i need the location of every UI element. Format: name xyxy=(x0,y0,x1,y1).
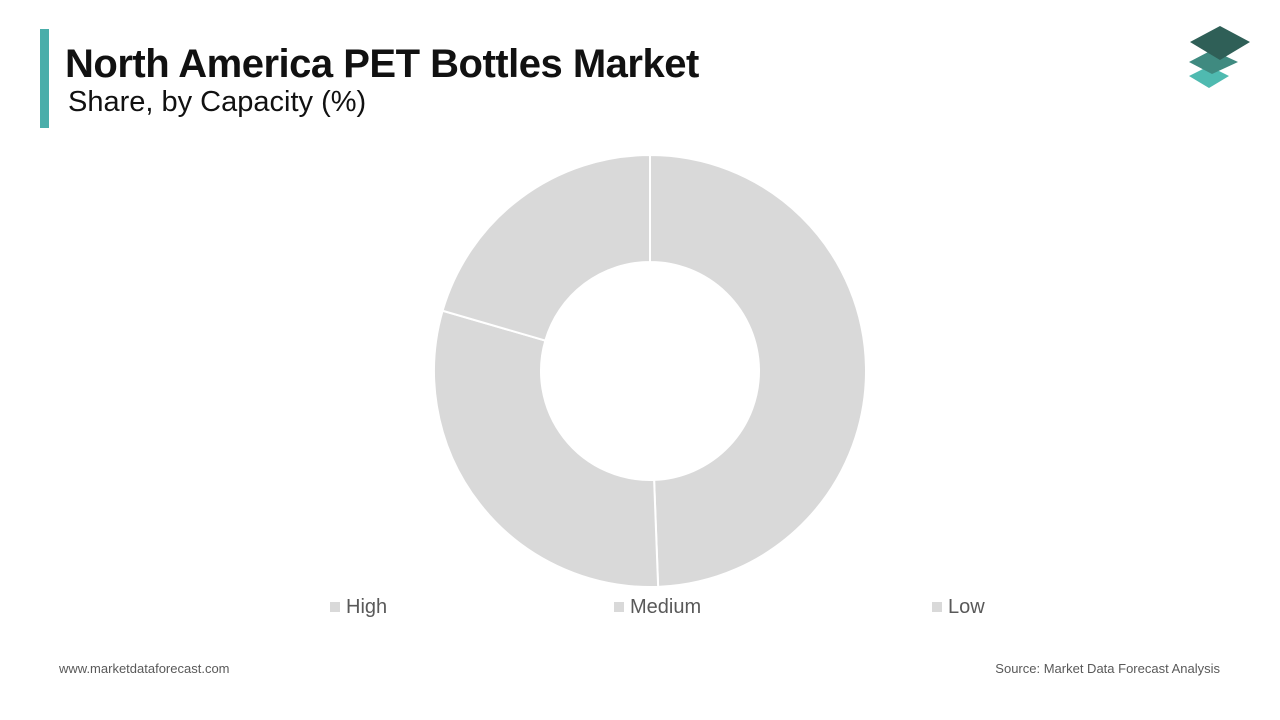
title-accent-bar xyxy=(40,29,49,128)
logo-layer-bottom xyxy=(1189,66,1229,88)
legend-label-medium: Medium xyxy=(630,595,702,618)
stacked-layers-logo-icon xyxy=(1189,26,1250,88)
legend-label-high: High xyxy=(346,595,388,618)
logo-layer-middle xyxy=(1189,50,1238,74)
website-link[interactable]: www.marketdataforecast.com xyxy=(59,661,230,676)
logo-layer-top xyxy=(1190,26,1250,60)
legend-label-low: Low xyxy=(948,595,985,618)
legend-swatch-high xyxy=(330,602,340,612)
chart-subtitle: Share, by Capacity (%) xyxy=(68,86,367,118)
donut-slice-high xyxy=(649,153,867,588)
legend-item-low: Low xyxy=(932,593,985,621)
legend-item-medium: Medium xyxy=(614,593,701,621)
source-note: Source: Market Data Forecast Analysis xyxy=(995,661,1220,676)
donut-slice-medium xyxy=(433,309,660,588)
donut-slice-low xyxy=(441,153,651,342)
legend-swatch-low xyxy=(932,602,942,612)
chart-title: North America PET Bottles Market xyxy=(65,42,699,86)
legend-swatch-medium xyxy=(614,602,624,612)
chart-legend: High Medium Low xyxy=(0,593,1280,621)
legend-item-high: High xyxy=(330,593,387,621)
